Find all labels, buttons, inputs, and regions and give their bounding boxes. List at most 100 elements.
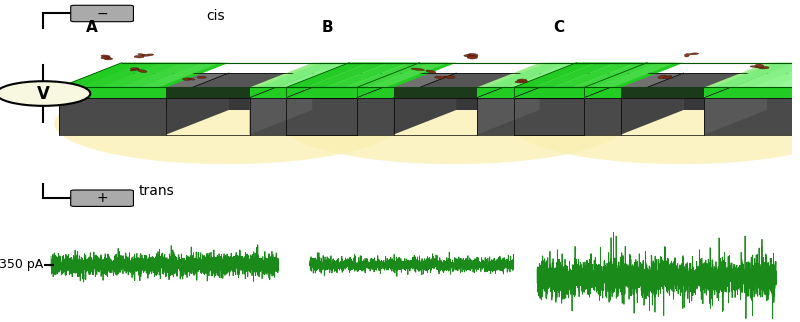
Circle shape xyxy=(0,81,90,106)
Ellipse shape xyxy=(182,78,192,80)
Polygon shape xyxy=(59,98,166,135)
Polygon shape xyxy=(514,87,621,98)
Polygon shape xyxy=(138,63,221,87)
Polygon shape xyxy=(166,73,312,98)
FancyBboxPatch shape xyxy=(70,5,134,22)
Polygon shape xyxy=(166,87,250,98)
Polygon shape xyxy=(286,73,456,98)
Ellipse shape xyxy=(101,57,110,59)
Ellipse shape xyxy=(101,55,110,57)
Polygon shape xyxy=(477,73,647,98)
Polygon shape xyxy=(59,87,166,98)
Ellipse shape xyxy=(515,80,528,83)
Ellipse shape xyxy=(434,76,444,79)
Polygon shape xyxy=(554,63,636,87)
Polygon shape xyxy=(505,63,587,87)
Polygon shape xyxy=(306,63,389,87)
Ellipse shape xyxy=(750,66,758,67)
Polygon shape xyxy=(366,63,448,87)
Polygon shape xyxy=(357,63,420,98)
Polygon shape xyxy=(166,73,229,135)
Ellipse shape xyxy=(467,53,478,57)
Polygon shape xyxy=(485,63,567,87)
Polygon shape xyxy=(732,63,800,87)
Polygon shape xyxy=(118,63,201,87)
Polygon shape xyxy=(349,73,647,110)
Ellipse shape xyxy=(134,55,144,58)
Text: +: + xyxy=(96,191,108,205)
Ellipse shape xyxy=(142,54,154,56)
FancyBboxPatch shape xyxy=(70,190,134,206)
Polygon shape xyxy=(704,63,800,87)
Polygon shape xyxy=(286,87,394,98)
Polygon shape xyxy=(357,73,420,135)
Polygon shape xyxy=(477,98,584,135)
Polygon shape xyxy=(346,63,429,87)
Ellipse shape xyxy=(411,68,425,71)
Ellipse shape xyxy=(188,78,195,80)
Polygon shape xyxy=(250,63,420,87)
Polygon shape xyxy=(621,87,704,98)
Polygon shape xyxy=(704,98,800,135)
Polygon shape xyxy=(534,63,616,87)
Polygon shape xyxy=(337,63,420,87)
Text: −: − xyxy=(96,6,108,21)
Text: V: V xyxy=(37,85,50,102)
Polygon shape xyxy=(574,63,656,87)
Polygon shape xyxy=(514,63,596,87)
Polygon shape xyxy=(712,63,795,87)
Polygon shape xyxy=(286,98,394,135)
Ellipse shape xyxy=(282,83,626,164)
Ellipse shape xyxy=(138,70,147,72)
Polygon shape xyxy=(752,63,800,87)
Polygon shape xyxy=(394,87,477,98)
Polygon shape xyxy=(514,73,684,98)
Polygon shape xyxy=(704,73,767,135)
Ellipse shape xyxy=(138,54,145,55)
Polygon shape xyxy=(704,73,800,98)
Polygon shape xyxy=(684,73,767,110)
Ellipse shape xyxy=(444,76,451,78)
Ellipse shape xyxy=(426,70,436,73)
Polygon shape xyxy=(258,63,340,87)
Polygon shape xyxy=(545,63,627,87)
Ellipse shape xyxy=(464,54,474,57)
Polygon shape xyxy=(564,63,647,87)
Polygon shape xyxy=(317,63,400,87)
Polygon shape xyxy=(792,63,800,87)
Polygon shape xyxy=(286,63,369,87)
Polygon shape xyxy=(576,73,800,110)
Text: trans: trans xyxy=(139,184,175,198)
Polygon shape xyxy=(286,63,456,87)
Polygon shape xyxy=(514,98,621,135)
Polygon shape xyxy=(250,73,312,135)
Polygon shape xyxy=(59,63,142,87)
Ellipse shape xyxy=(663,77,673,79)
Polygon shape xyxy=(621,73,684,135)
Polygon shape xyxy=(593,63,676,87)
Polygon shape xyxy=(394,73,456,135)
Text: 350 pA: 350 pA xyxy=(0,258,43,271)
Polygon shape xyxy=(250,73,420,98)
Polygon shape xyxy=(298,63,380,87)
Ellipse shape xyxy=(658,75,666,79)
Ellipse shape xyxy=(685,53,690,57)
Ellipse shape xyxy=(130,68,139,70)
Ellipse shape xyxy=(446,76,455,79)
Polygon shape xyxy=(79,63,162,87)
Ellipse shape xyxy=(198,76,206,79)
Text: cis: cis xyxy=(206,9,225,24)
Polygon shape xyxy=(98,63,182,87)
Text: B: B xyxy=(322,20,334,35)
Polygon shape xyxy=(477,87,584,98)
Ellipse shape xyxy=(54,83,399,164)
Polygon shape xyxy=(59,73,229,98)
Polygon shape xyxy=(122,73,420,110)
Ellipse shape xyxy=(759,67,769,69)
Ellipse shape xyxy=(130,69,139,71)
Polygon shape xyxy=(229,73,312,110)
Polygon shape xyxy=(477,63,647,87)
Polygon shape xyxy=(394,73,540,98)
Text: A: A xyxy=(86,20,98,35)
Polygon shape xyxy=(326,63,409,87)
